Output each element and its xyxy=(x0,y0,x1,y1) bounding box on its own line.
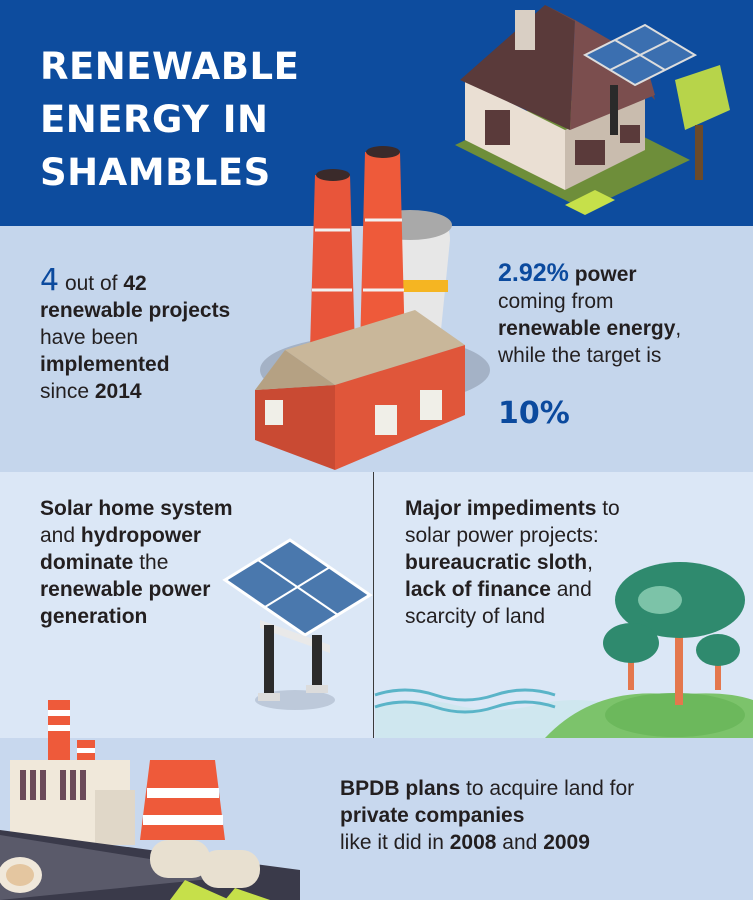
impediments-line2: solar power projects: xyxy=(405,524,599,547)
projects-line2: renewable projects xyxy=(40,299,231,322)
bpdb-text: BPDB plans to acquire land for private c… xyxy=(340,775,740,856)
bpdb-line1-post: to acquire land for xyxy=(466,777,635,800)
power-line2: coming from xyxy=(498,290,614,313)
projects-stat: 4 out of 42 renewable projects have been… xyxy=(40,266,270,405)
bpdb-and: and xyxy=(502,831,538,854)
impediments-line5: scarcity of land xyxy=(405,605,546,628)
impediments-line4-bold: lack of finance xyxy=(405,578,551,601)
projects-year: 2014 xyxy=(94,380,142,403)
impediments-line1-post: to xyxy=(602,497,620,520)
bpdb-line3-pre: like it did in xyxy=(340,831,444,854)
projects-since: since xyxy=(40,380,90,403)
projects-out-of: out of xyxy=(64,272,118,295)
projects-total: 42 xyxy=(123,272,147,295)
bpdb-year2: 2009 xyxy=(543,831,590,854)
solar-line3-post: the xyxy=(139,551,169,574)
impediments-line1-bold: Major impediments xyxy=(405,497,597,520)
solar-line4: renewable power xyxy=(40,578,211,601)
solar-text: Solar home system and hydropower dominat… xyxy=(40,495,250,630)
power-stat: 2.92% power coming from renewable energy… xyxy=(498,260,743,369)
power-line3-comma: , xyxy=(675,317,682,340)
impediments-line4-post: and xyxy=(556,578,592,601)
solar-line5: generation xyxy=(40,605,148,628)
projects-line3: have been xyxy=(40,326,139,349)
solar-line3-bold: dominate xyxy=(40,551,134,574)
solar-panel-illustration xyxy=(222,538,373,710)
impediments-line3: bureaucratic sloth xyxy=(405,551,588,574)
page-title: RENEWABLE ENERGY IN SHAMBLES xyxy=(40,45,300,194)
bpdb-line2: private companies xyxy=(340,804,525,827)
impediments-line3-comma: , xyxy=(587,551,593,574)
power-label: power xyxy=(574,263,637,286)
projects-line4: implemented xyxy=(40,353,170,376)
power-line4: while the target is xyxy=(498,344,662,367)
power-target: 10% xyxy=(498,396,570,431)
power-plant-illustration xyxy=(255,146,490,470)
factory-illustration xyxy=(0,700,300,900)
section-divider xyxy=(373,472,374,738)
projects-count: 4 xyxy=(40,263,60,298)
solar-line1: Solar home system xyxy=(40,497,233,520)
solar-line2-pre: and xyxy=(40,524,76,547)
bpdb-line1-bold: BPDB plans xyxy=(340,777,461,800)
power-percent: 2.92% xyxy=(498,259,569,287)
bpdb-year1: 2008 xyxy=(449,831,497,854)
trees-landscape-illustration xyxy=(374,562,753,738)
impediments-text: Major impediments to solar power project… xyxy=(405,495,645,630)
solar-line2-bold: hydropower xyxy=(80,524,202,547)
power-line3: renewable energy xyxy=(498,317,676,340)
house-with-solar-panel-illustration xyxy=(455,5,730,215)
